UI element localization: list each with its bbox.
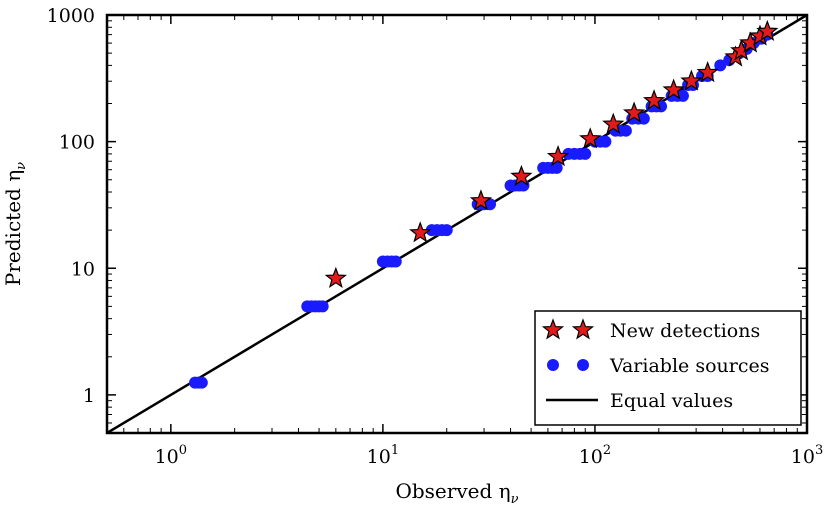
- new-detection-point: [469, 189, 493, 211]
- variable-source-point: [195, 376, 208, 389]
- legend-label-variable-sources: Variable sources: [609, 355, 769, 377]
- y-tick-label: 1: [83, 385, 95, 407]
- new-detection-point: [409, 221, 432, 243]
- new-detection-point: [622, 101, 646, 123]
- legend-label-new-detections: New detections: [610, 320, 760, 342]
- plot-frame: [105, 13, 809, 435]
- legend-marker-variable-sources: [547, 359, 589, 371]
- legend-label-equal-values: Equal values: [610, 390, 733, 412]
- variable-source-point: [599, 135, 612, 148]
- y-tick-label: 100: [59, 132, 95, 154]
- new-detection-point: [756, 19, 779, 42]
- y-tick-label: 1000: [47, 5, 95, 27]
- variable-source-point: [440, 224, 453, 237]
- new-detection-point: [662, 78, 685, 100]
- new-detection-point: [324, 266, 347, 288]
- y-tick-label: 10: [71, 258, 95, 280]
- variable-source-point: [714, 59, 727, 72]
- variable-source-point: [579, 147, 592, 160]
- legend: New detections Variable sources Equal va…: [534, 310, 802, 426]
- legend-dot-marker: [547, 359, 559, 371]
- y-axis-label: Predicted ην: [1, 162, 29, 286]
- new-detection-point: [680, 69, 703, 91]
- variable-source-point: [550, 161, 563, 174]
- legend-dot-marker: [577, 359, 589, 371]
- x-tick-label: 102: [579, 443, 611, 468]
- x-tick-labels: 100 101 102 103: [155, 443, 824, 468]
- new-detection-point: [546, 145, 570, 167]
- variable-source-point: [389, 255, 402, 268]
- data-layer: [107, 15, 807, 433]
- variable-source-point: [316, 300, 329, 313]
- x-tick-label: 100: [155, 443, 187, 468]
- variable-source-point: [637, 112, 650, 125]
- new-detection-point: [642, 89, 666, 111]
- variable-source-point: [619, 124, 632, 137]
- legend-star-marker: [571, 318, 595, 340]
- new-detection-point: [696, 61, 719, 83]
- y-tick-labels: 1 10 100 1000: [47, 5, 95, 407]
- new-detection-point: [579, 127, 602, 149]
- legend-marker-new-detections: [541, 318, 595, 340]
- new-detection-point: [510, 164, 533, 187]
- new-detection-point: [602, 112, 625, 134]
- legend-star-marker: [541, 318, 565, 340]
- x-tick-label: 101: [367, 443, 399, 468]
- x-axis-label: Observed ην: [395, 479, 518, 507]
- x-tick-label: 103: [791, 443, 823, 468]
